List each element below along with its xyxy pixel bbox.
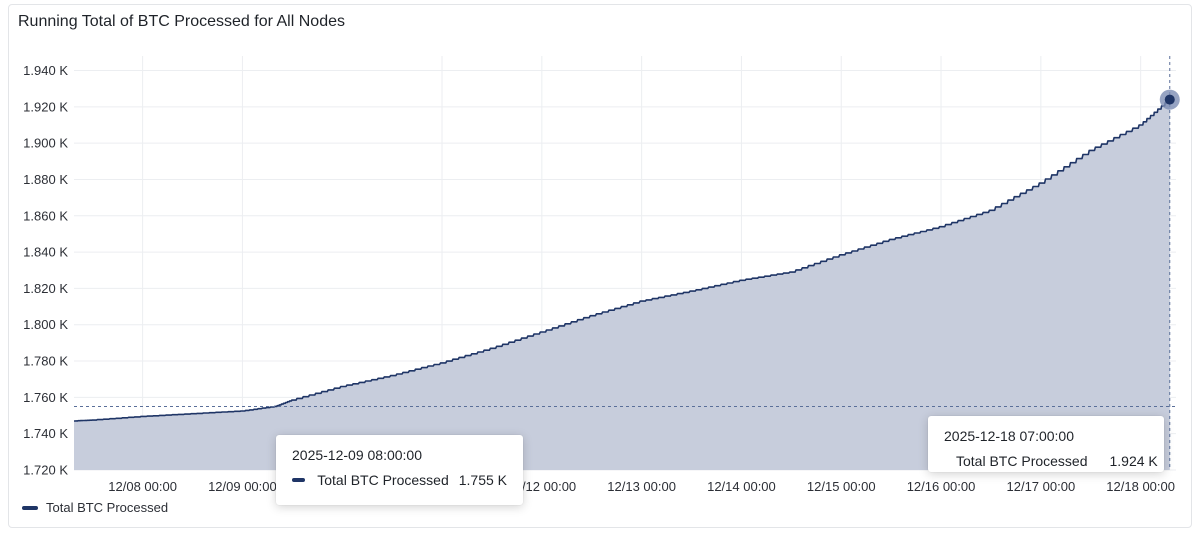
x-tick-label: 12/13 00:00: [607, 479, 676, 494]
y-tick-label: 1.800 K: [23, 317, 68, 332]
series-swatch: [292, 478, 306, 482]
x-tick-label: 12/18 00:00: [1106, 479, 1175, 494]
tooltip-hover: 2025-12-09 08:00:00 Total BTC Processed …: [276, 435, 523, 505]
x-tick-label: 12/14 00:00: [707, 479, 776, 494]
x-tick-label: 12/08 00:00: [108, 479, 177, 494]
tooltip-value: 1.924 K: [1109, 453, 1158, 469]
y-tick-label: 1.820 K: [23, 281, 68, 296]
series-line: [74, 98, 1170, 422]
tooltip-time: 2025-12-09 08:00:00: [292, 447, 422, 463]
y-tick-label: 1.780 K: [23, 354, 68, 369]
tooltip-row: Total BTC Processed 1.924 K: [944, 453, 1158, 469]
legend[interactable]: Total BTC Processed: [22, 500, 168, 515]
legend-swatch: [22, 505, 38, 510]
tooltip-latest: 2025-12-18 07:00:00 Total BTC Processed …: [928, 416, 1164, 472]
axes: 1.720 K 1.740 K 1.760 K 1.780 K 1.800 K 1.820…: [23, 63, 1175, 494]
tooltip-value: 1.755 K: [458, 472, 507, 488]
y-tick-label: 1.740 K: [23, 426, 68, 441]
x-tick-label: 12/16 00:00: [907, 479, 976, 494]
y-tick-label: 1.720 K: [23, 463, 68, 478]
highlight-point: [1164, 94, 1175, 105]
tooltip-time: 2025-12-18 07:00:00: [944, 428, 1074, 444]
y-tick-label: 1.900 K: [23, 136, 68, 151]
tooltip-series-name: Total BTC Processed: [956, 453, 1088, 469]
y-tick-label: 1.760 K: [23, 390, 68, 405]
tooltip-row: Total BTC Processed 1.755 K: [292, 472, 507, 488]
legend-label: Total BTC Processed: [46, 500, 169, 515]
x-tick-label: 12/12 00:00: [507, 479, 576, 494]
y-tick-label: 1.920 K: [23, 99, 68, 114]
x-tick-label: 12/15 00:00: [807, 479, 876, 494]
y-tick-label: 1.880 K: [23, 172, 68, 187]
tooltip-series-name: Total BTC Processed: [317, 472, 449, 488]
crosshair: [74, 56, 1180, 470]
y-tick-label: 1.940 K: [23, 63, 68, 78]
panel-title: Running Total of BTC Processed for All N…: [18, 13, 345, 30]
x-tick-label: 12/17 00:00: [1007, 479, 1076, 494]
x-tick-label: 12/09 00:00: [208, 479, 277, 494]
y-tick-label: 1.860 K: [23, 208, 68, 223]
series-fill: [74, 99, 1170, 470]
series-area: [74, 98, 1170, 470]
y-tick-label: 1.840 K: [23, 245, 68, 260]
